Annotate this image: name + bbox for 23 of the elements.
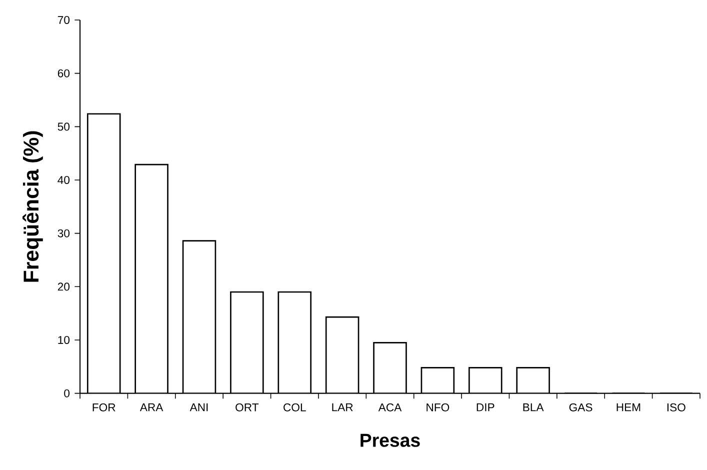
y-tick-label: 40	[58, 176, 70, 184]
x-tick-label: ANI	[190, 403, 208, 412]
y-tick-label: 10	[58, 336, 70, 344]
y-tick-label: 20	[58, 282, 70, 291]
x-tick-label: ACA	[378, 403, 402, 412]
x-tick-label: ISO	[667, 403, 686, 412]
y-axis-title: Freqüência (%)	[22, 131, 43, 282]
y-tick-label: 70	[58, 16, 70, 24]
x-tick-label: FOR	[92, 403, 116, 412]
x-tick-label: LAR	[332, 403, 353, 412]
x-tick-label: NFO	[426, 403, 450, 412]
y-tick-label: 60	[58, 69, 70, 78]
x-tick-label: DIP	[476, 403, 494, 412]
x-tick-label: GAS	[569, 403, 592, 412]
x-axis-title: Presas	[360, 434, 420, 447]
y-tick-label: 30	[58, 229, 70, 238]
y-tick-label: 50	[58, 122, 70, 131]
x-tick-label: HEM	[616, 403, 640, 412]
x-tick-label: ORT	[236, 403, 259, 412]
x-tick-label: COL	[284, 403, 306, 412]
x-tick-label: BLA	[523, 403, 544, 412]
y-tick-label: 0	[64, 389, 70, 398]
x-tick-label: ARA	[140, 403, 164, 412]
